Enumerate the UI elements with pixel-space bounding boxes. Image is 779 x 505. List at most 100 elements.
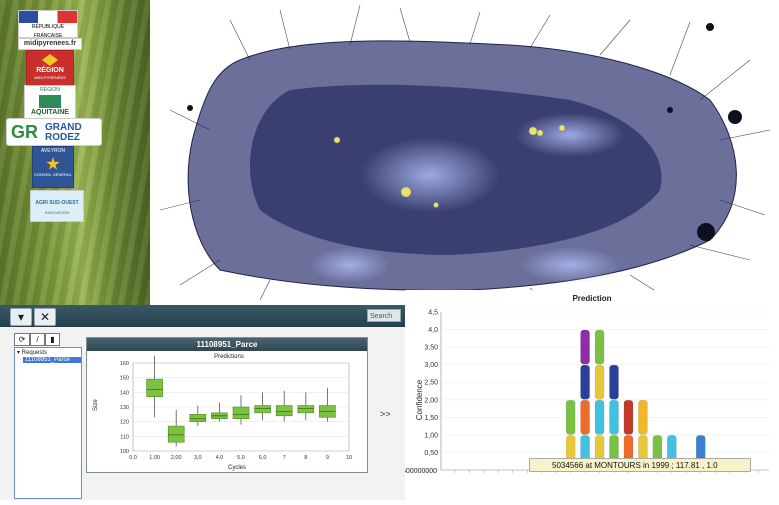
aveyron-sub: CONSEIL GÉNÉRAL: [34, 172, 72, 177]
boxplot-xtick-label: 7: [283, 455, 286, 461]
region-mp-logo: RÉGION MIDI-PYRÉNÉES: [26, 50, 74, 86]
panel-toolbar: ▾ ✕ Search: [0, 305, 405, 327]
boxplot-ytick-label: 140: [120, 390, 129, 396]
prediction-boxplot-window: 11108951_Parce Predictions Size Cycles 1…: [86, 337, 368, 473]
corn-photo: [0, 0, 150, 305]
prediction-ytick-label: 0,50: [424, 450, 438, 457]
boxplot-ytick-label: 120: [120, 420, 129, 426]
prediction-bar-segment[interactable]: [594, 364, 605, 400]
prediction-bar-segment[interactable]: [565, 400, 576, 435]
boxplot-xtick-label: 0,0: [129, 455, 137, 461]
edge-strands: [159, 4, 771, 305]
boxplot-chart: Predictions Size Cycles 160 150 140 130 120 1…: [87, 351, 367, 471]
prediction-bar-segment[interactable]: [623, 400, 634, 435]
cross-icon: [42, 54, 58, 66]
prediction-ytick-label: 2,50: [424, 380, 438, 387]
boxplot-xtick-label: 8: [304, 455, 307, 461]
aquitaine-title: RÉGION: [40, 87, 60, 93]
search-input[interactable]: Search: [367, 309, 401, 322]
cluster-glow: [310, 247, 390, 283]
boxplot-xtick-label: 10: [346, 455, 352, 461]
boxplot-xlabel: Cycles: [228, 465, 246, 471]
aveyron-title: AVEYRON: [40, 148, 66, 154]
prediction-ytick-label: 1,00: [424, 432, 438, 439]
highlighted-nodes: [333, 124, 566, 208]
chevrons-down-icon[interactable]: ▾: [10, 308, 32, 326]
cluster-glow: [515, 113, 625, 157]
prediction-bar-segment[interactable]: [609, 400, 619, 435]
edit-icon[interactable]: /: [30, 333, 45, 346]
requests-panel: ▾ ✕ Search ⟳ / ▮ ▾ Requests 11108951_Par…: [0, 305, 405, 500]
next-button[interactable]: >>: [380, 409, 391, 419]
prediction-ytick-label: 4,0: [428, 327, 438, 334]
boxplot-xtick-label: 2,00: [171, 455, 182, 461]
prediction-ytick-label: 2,00: [424, 397, 438, 404]
agri-sub: INNOVATION: [44, 210, 70, 215]
boxplot-ylabel: Size: [93, 399, 99, 411]
agri-label: AGRI SUD-OUEST: [35, 200, 79, 206]
cluster-glow: [360, 137, 500, 213]
midipyrenees-label: midipyrenees.fr: [23, 40, 77, 47]
bar-tooltip: 5034566 at MONTOURS in 1999 ; 117.81 , 1…: [529, 458, 751, 472]
midipyrenees-logo: midipyrenees.fr: [18, 38, 82, 50]
region-mp-title: RÉGION: [36, 67, 64, 74]
prediction-bar-segment[interactable]: [638, 400, 648, 435]
requests-tree: ▾ Requests 11108951_Parce: [14, 347, 82, 499]
grand-rodez-logo: GR GRAND RODEZ: [6, 118, 102, 146]
boxplot-xtick-label: 9: [326, 455, 329, 461]
cluster-glow: [520, 247, 620, 283]
boxplot-box[interactable]: [232, 406, 250, 420]
boxplot-window-title: 11108951_Parce: [87, 338, 367, 351]
boxplot-ytick-label: 110: [120, 434, 129, 440]
prediction-bar-segment[interactable]: [580, 400, 590, 435]
refresh-icon[interactable]: ⟳: [14, 333, 30, 346]
boxplot-box[interactable]: [167, 425, 185, 443]
prediction-baseline-label: 500000000: [405, 468, 437, 475]
star-icon: [46, 157, 60, 170]
boxplot-xtick-label: 1,00: [149, 455, 160, 461]
prediction-title: Prediction: [572, 294, 611, 303]
boxplot-xtick-label: 5,0: [237, 455, 245, 461]
network-graph: [150, 0, 779, 305]
trash-icon[interactable]: ▮: [45, 333, 60, 346]
prediction-bar-segment[interactable]: [580, 364, 590, 400]
boxplot-title: Predictions: [214, 354, 244, 360]
prediction-ylabel: Confidence: [415, 379, 424, 420]
boxplot-box[interactable]: [254, 405, 271, 414]
tools-icon[interactable]: ✕: [34, 308, 56, 326]
republique-label: RÉPUBLIQUE FRANÇAISE: [31, 24, 65, 38]
prediction-ytick-label: 3,00: [424, 362, 438, 369]
requests-header[interactable]: ▾ Requests: [17, 350, 48, 356]
boxplot-ytick-label: 150: [120, 376, 129, 382]
aquitaine-name: AQUITAINE: [31, 109, 69, 116]
boxplot-xtick-label: 3,0: [194, 455, 202, 461]
aquitaine-emblem-icon: [39, 95, 61, 108]
grand-rodez-line1: GRAND: [45, 122, 82, 133]
prediction-ytick-label: 1,50: [424, 415, 438, 422]
prediction-ytick-label: 4,5: [428, 310, 438, 317]
hub-nodes: [187, 23, 742, 241]
gr-emblem-icon: GR: [11, 122, 38, 142]
network-graph-svg: [159, 4, 771, 305]
boxplot-ytick-label: 100: [120, 449, 129, 455]
boxplot-ytick-label: 160: [120, 361, 129, 367]
boxplot-xtick-label: 6,0: [259, 455, 267, 461]
request-item[interactable]: 11108951_Parce: [23, 357, 81, 363]
boxplot-box[interactable]: [297, 405, 315, 414]
region-mp-sub: MIDI-PYRÉNÉES: [34, 75, 66, 80]
prediction-bar-segment[interactable]: [594, 400, 605, 435]
boxplot-box[interactable]: [189, 414, 207, 422]
region-aquitaine-logo: RÉGION AQUITAINE: [24, 85, 76, 119]
requests-area: ⟳ / ▮ ▾ Requests 11108951_Parce: [10, 333, 82, 499]
prediction-bar-segment[interactable]: [609, 364, 619, 400]
prediction-ytick-label: 3,50: [424, 345, 438, 352]
boxplot-box[interactable]: [146, 378, 163, 398]
prediction-bar-segment[interactable]: [594, 329, 605, 365]
boxplot-xtick-label: 4,0: [216, 455, 224, 461]
boxplot-ytick-label: 130: [120, 405, 129, 411]
boxplot-box[interactable]: [275, 405, 293, 417]
prediction-bar-segment[interactable]: [580, 329, 590, 365]
partner-sidebar: RÉPUBLIQUE FRANÇAISE midipyrenees.fr RÉG…: [0, 0, 150, 305]
republique-logo: RÉPUBLIQUE FRANÇAISE: [18, 10, 78, 38]
agri-sud-ouest-logo: AGRI SUD-OUEST INNOVATION: [30, 190, 84, 222]
